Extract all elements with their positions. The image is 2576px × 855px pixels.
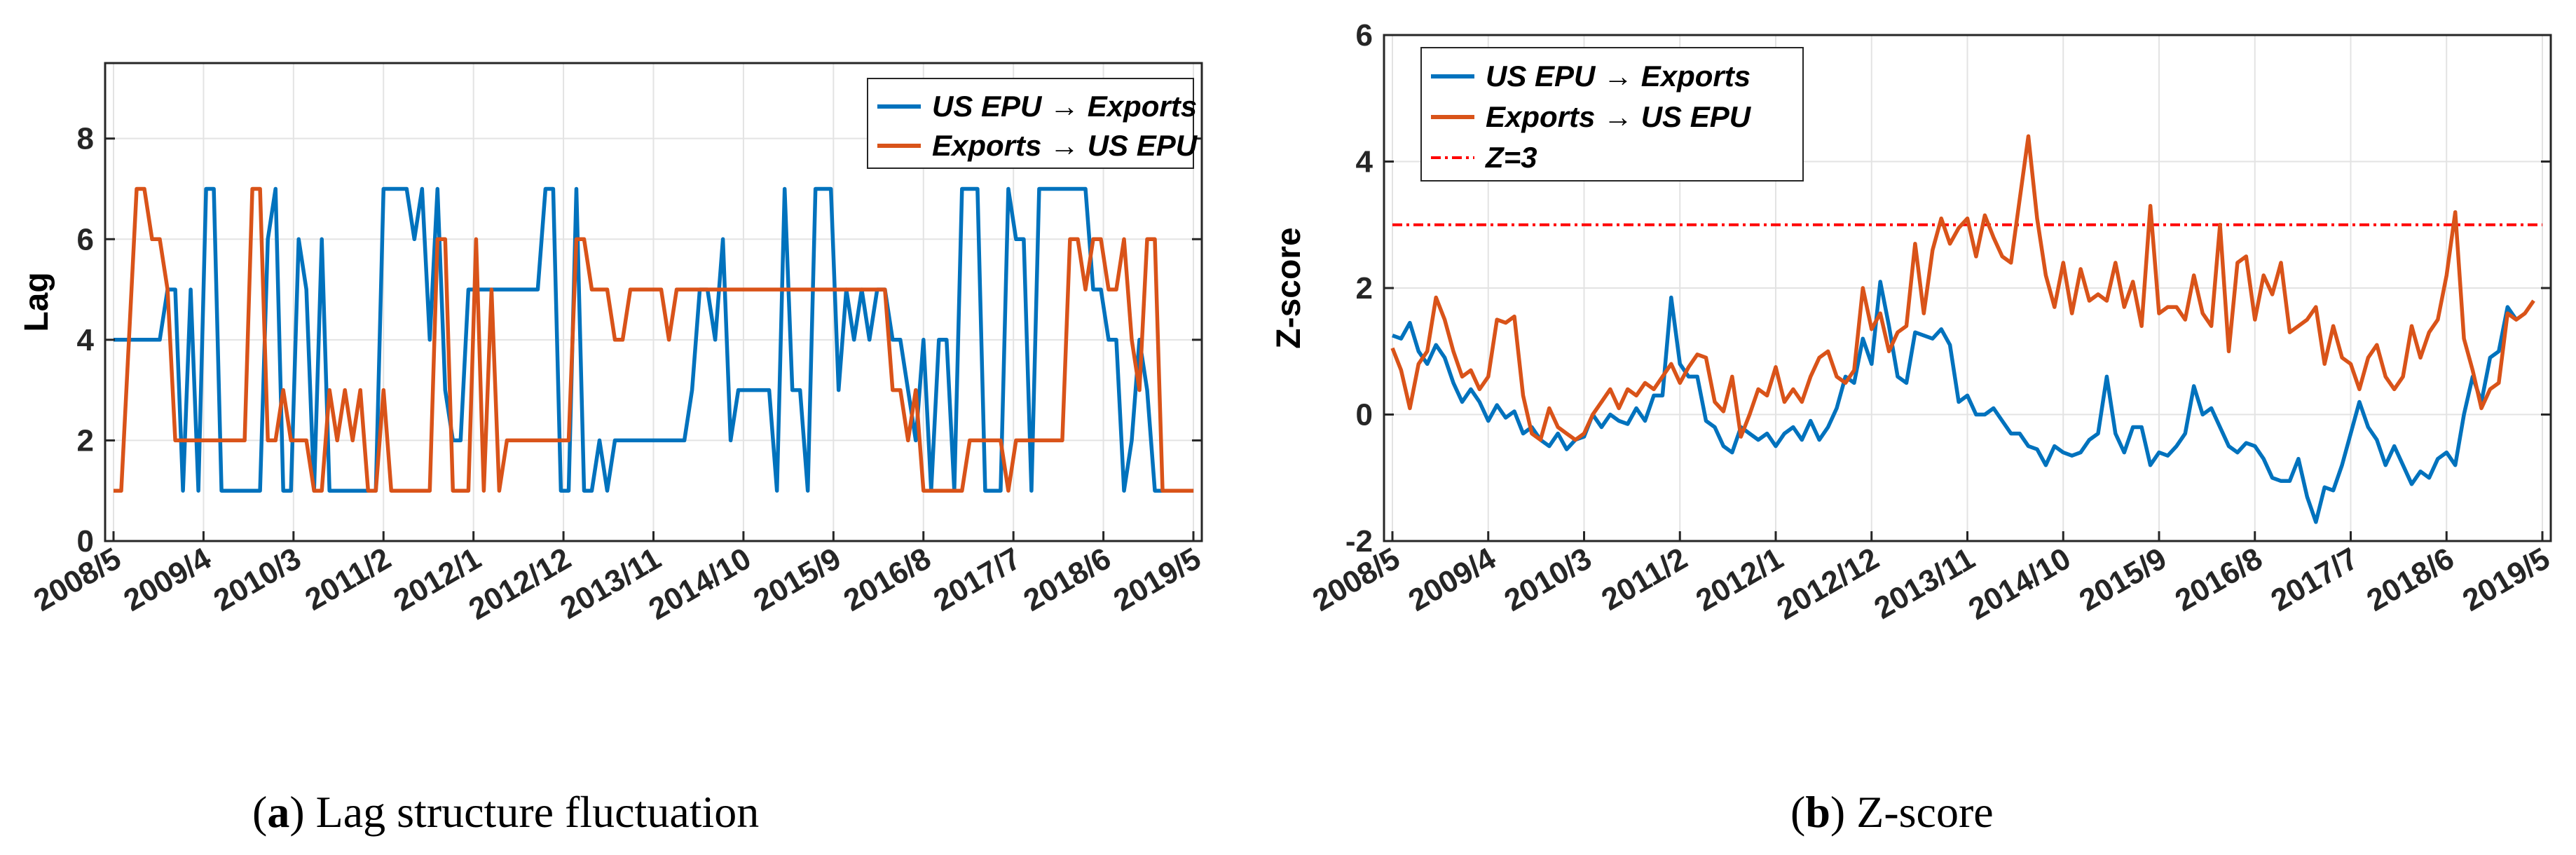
series-line-usepu-to-exports <box>114 186 1194 493</box>
x-tick-label: 2009/4 <box>118 541 217 618</box>
y-tick-label: 2 <box>1356 271 1373 306</box>
x-tick-label: 2017/7 <box>2265 541 2364 618</box>
x-tick-label: 2010/3 <box>208 541 307 618</box>
legend-entry-label: US EPU → Exports <box>1486 60 1751 93</box>
caption-b: (b) Z-score <box>1790 787 1994 837</box>
y-tick-label: 8 <box>77 122 94 156</box>
x-tick-label: 2018/6 <box>2361 541 2460 618</box>
x-tick-label: 2011/2 <box>299 541 397 617</box>
x-tick-label: 2012/12 <box>1771 541 1884 627</box>
legend: US EPU → Exports Exports → US EPU Z=3 <box>1420 47 1804 182</box>
x-tick-label: 2014/10 <box>643 541 757 627</box>
legend-box <box>867 78 1194 169</box>
panel-b: -202462008/52009/42010/32011/22012/12012… <box>1270 18 2556 627</box>
caption-a: (a) Lag structure fluctuation <box>252 787 759 837</box>
x-tick-label: 2017/7 <box>928 541 1027 618</box>
y-tick-label: 0 <box>77 524 94 559</box>
x-tick-label: 2019/5 <box>2457 541 2556 618</box>
series-line-exports-to-usepu <box>114 186 1194 493</box>
legend: US EPU → Exports Exports → US EPU <box>867 78 1198 169</box>
x-tick-label: 2016/8 <box>2170 541 2268 618</box>
y-tick-label: 2 <box>77 423 94 458</box>
y-tick-label: -2 <box>1345 524 1373 559</box>
y-tick-label: 0 <box>1356 398 1373 432</box>
x-tick-label: 2013/11 <box>1868 541 1980 626</box>
x-tick-label: 2016/8 <box>838 541 937 618</box>
x-tick-label: 2018/6 <box>1018 541 1117 618</box>
x-tick-label: 2011/2 <box>1596 541 1693 617</box>
y-tick-label: 4 <box>77 323 95 357</box>
x-tick-label: 2009/4 <box>1403 541 1502 618</box>
y-tick-label: 6 <box>1356 18 1373 53</box>
y-tick-label: 4 <box>1356 145 1373 179</box>
series-line-exports-to-usepu <box>1390 134 2535 442</box>
x-tick-label: 2014/10 <box>1963 541 2076 627</box>
x-tick-label: 2015/9 <box>748 541 847 618</box>
x-tick-label: 2012/1 <box>1690 541 1789 618</box>
legend-box <box>1420 47 1804 182</box>
legend-entry-label: US EPU → Exports <box>932 90 1197 123</box>
x-tick-label: 2015/9 <box>2074 541 2172 618</box>
legend-entry-label: Z=3 <box>1485 141 1537 174</box>
x-tick-label: 2013/11 <box>554 541 666 626</box>
y-tick-label: 6 <box>77 222 94 256</box>
x-tick-label: 2010/3 <box>1498 541 1597 618</box>
legend-entry-label: Exports → US EPU <box>1486 100 1752 133</box>
legend-entry-label: Exports → US EPU <box>932 129 1198 162</box>
y-axis-label: Z-score <box>1270 227 1308 348</box>
y-axis-label: Lag <box>18 272 55 331</box>
panel-a: 024682008/52009/42010/32011/22012/12012/… <box>18 62 1207 627</box>
x-tick-label: 2012/12 <box>463 541 577 627</box>
x-tick-label: 2019/5 <box>1108 541 1207 618</box>
